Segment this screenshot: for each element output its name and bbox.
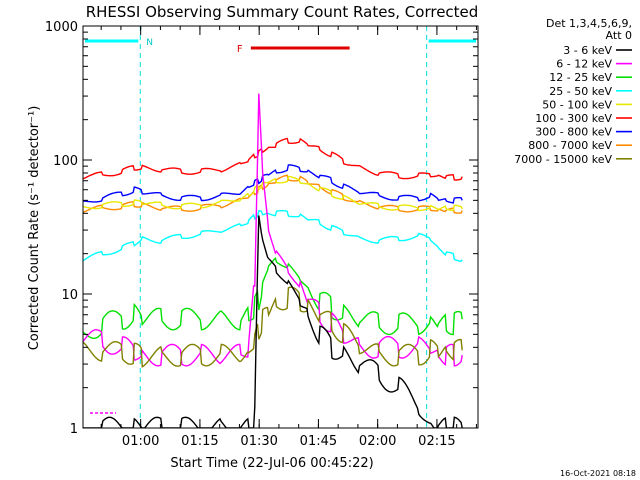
legend-entry-label: 300 - 800 keV [535,126,612,139]
series-line-50-100-kev [83,175,463,212]
legend-entry-label: 100 - 300 keV [535,112,612,125]
plot-frame [82,25,479,429]
series-line-6-12-kev [83,93,463,367]
y-tick-label: 100 [53,154,78,169]
legend-entry-label: 25 - 50 keV [549,85,612,98]
x-axis-label: Start Time (22-Jul-06 00:45:22) [170,456,373,471]
series-line-12-25-kev [83,256,463,340]
x-tick-label: 02:15 [418,434,455,449]
plot-area: NF [83,26,476,428]
legend-header-1: Det 1,3,4,5,6,9, [546,17,632,30]
x-tick-label: 01:30 [240,434,277,449]
series-line-7000-15000-kev [83,286,463,368]
legend-entry-label: 7000 - 15000 keV [514,153,612,166]
legend-entry-label: 3 - 6 keV [563,44,612,57]
x-tick-label: 01:15 [181,434,218,449]
y-tick-label: 10 [61,288,78,303]
flare-label: F [237,44,243,55]
y-tick-label: 1 [70,422,78,437]
legend-entry-label: 50 - 100 keV [542,98,612,111]
x-tick-label: 02:00 [359,434,396,449]
legend-entry-label: 12 - 25 keV [549,71,612,84]
axes: 1 10 100 1000 01:00 01:15 01:30 01:45 02:00 02:15 [45,20,479,449]
legend-header-2: Att 0 [606,29,632,42]
legend-entry-label: 6 - 12 keV [556,58,612,71]
x-tick-label: 01:00 [122,434,159,449]
series-line-25-50-kev [83,209,463,263]
x-tick-label: 01:45 [300,434,337,449]
timestamp-label: 16-Oct-2021 08:18 [560,469,636,478]
series-line-300-800-kev [83,164,463,204]
y-tick-label: 1000 [45,20,78,35]
legend-entry-label: 800 - 7000 keV [528,139,612,152]
chart-title: RHESSI Observing Summary Count Rates, Co… [86,3,479,21]
series-line-3-6-kev [83,215,463,428]
y-axis-label: Corrected Count Rate (s⁻¹ detector⁻¹) [27,106,42,351]
night-label: N [146,38,153,48]
series-line-100-300-kev [83,137,463,181]
